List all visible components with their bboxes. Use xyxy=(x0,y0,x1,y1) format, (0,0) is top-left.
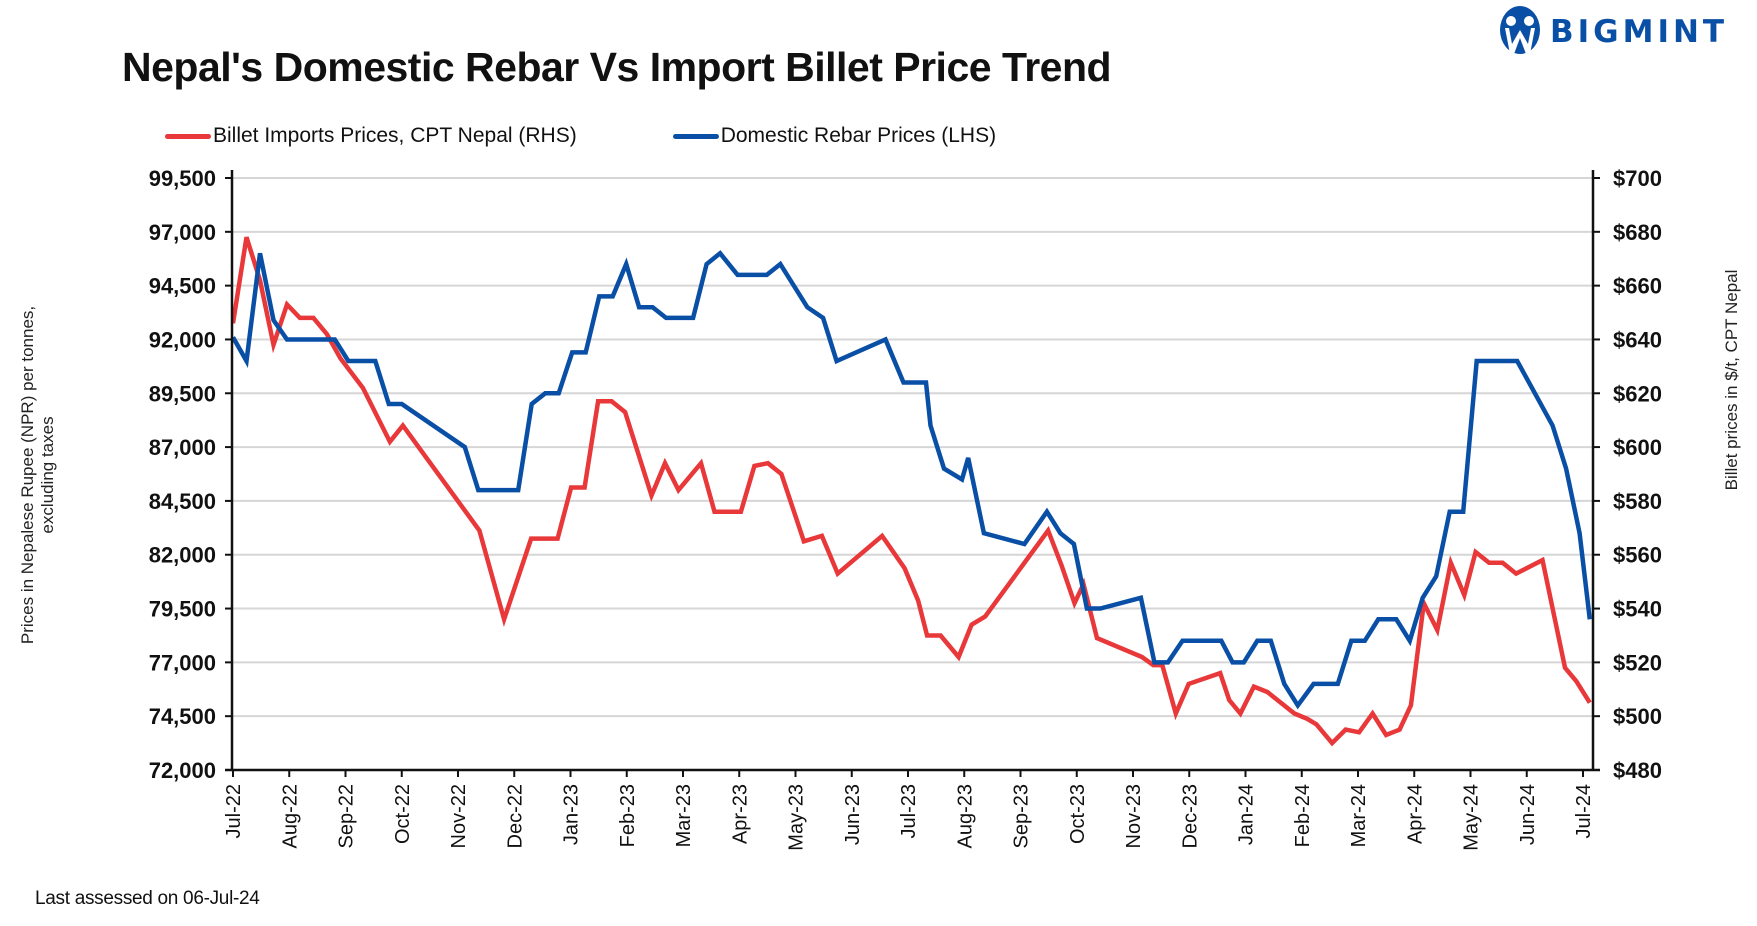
x-tick-label: Aug-23 xyxy=(954,784,976,849)
x-tick-label: Oct-22 xyxy=(392,784,414,844)
y-right-tick-label: $500 xyxy=(1613,704,1662,729)
y-right-tick-label: $680 xyxy=(1613,220,1662,245)
series-lines xyxy=(230,236,1593,747)
x-tick-label: Dec-22 xyxy=(504,784,526,848)
x-tick-label: May-23 xyxy=(786,784,808,851)
y-left-tick-label: 92,000 xyxy=(149,327,216,352)
x-tick-label: Mar-23 xyxy=(673,784,695,847)
y-right-tick-label: $620 xyxy=(1613,381,1662,406)
x-tick-label: May-24 xyxy=(1461,784,1483,851)
x-tick-label: Oct-23 xyxy=(1067,784,1089,844)
series-line-domestic-rebar xyxy=(231,250,1593,710)
gridlines xyxy=(232,177,1593,718)
x-tick-label: Jul-23 xyxy=(898,784,920,838)
bigmint-logo-icon xyxy=(1500,6,1540,54)
y-right-tick-label: $580 xyxy=(1613,489,1662,514)
legend-swatch-billet xyxy=(165,133,211,139)
y-left-tick-label: 97,000 xyxy=(149,220,216,245)
x-tick-label: Aug-22 xyxy=(279,784,301,849)
x-tick-label: Jun-24 xyxy=(1517,784,1539,845)
y-left-tick-label: 72,000 xyxy=(149,758,216,783)
last-assessed-note: Last assessed on 06-Jul-24 xyxy=(35,888,260,909)
x-tick-label: Sep-22 xyxy=(336,784,358,849)
y-left-tick-label: 84,500 xyxy=(149,489,216,514)
y-right-tick-label: $660 xyxy=(1613,274,1662,299)
series-line-billet-imports xyxy=(230,236,1592,747)
x-tick-label: Nov-22 xyxy=(448,784,470,848)
y-left-tick-label: 94,500 xyxy=(149,274,216,299)
x-tick-label: Jun-23 xyxy=(842,784,864,845)
x-tick-label: Jan-24 xyxy=(1236,784,1258,845)
y-left-tick-label: 89,500 xyxy=(149,381,216,406)
y-right-tick-label: $600 xyxy=(1613,435,1662,460)
x-tick-label: Sep-23 xyxy=(1011,784,1033,849)
legend-item-billet[interactable]: Billet Imports Prices, CPT Nepal (RHS) xyxy=(165,124,577,148)
y-right-tick-label: $480 xyxy=(1613,758,1662,783)
x-tick-label: Feb-23 xyxy=(617,784,639,847)
axes xyxy=(225,170,1600,777)
legend-swatch-rebar xyxy=(672,133,719,139)
chart-title: Nepal's Domestic Rebar Vs Import Billet … xyxy=(122,44,1112,90)
legend-label-rebar: Domestic Rebar Prices (LHS) xyxy=(720,124,997,147)
x-tick-label: Jan-23 xyxy=(561,784,583,845)
y-right-tick-label: $540 xyxy=(1613,597,1662,622)
x-tick-label: Apr-24 xyxy=(1404,784,1426,844)
y-right-tick-label: $640 xyxy=(1613,327,1662,352)
y-right-tick-label: $560 xyxy=(1613,543,1662,568)
tick-labels: 72,000 74,500 77,000 79,500 82,000 84,500 87,0… xyxy=(149,166,1662,851)
y-right-tick-label: $520 xyxy=(1613,650,1662,675)
legend-label-billet: Billet Imports Prices, CPT Nepal (RHS) xyxy=(213,124,577,147)
chart-legend: Billet Imports Prices, CPT Nepal (RHS) D… xyxy=(165,124,1092,148)
legend-item-rebar[interactable]: Domestic Rebar Prices (LHS) xyxy=(672,124,997,148)
y-right-tick-label: $700 xyxy=(1613,166,1662,191)
brand-logo: BIGMINT xyxy=(1498,6,1728,58)
x-tick-label: Jul-22 xyxy=(223,784,245,838)
y-left-tick-label: 74,500 xyxy=(149,704,216,729)
brand-name: BIGMINT xyxy=(1550,14,1729,50)
x-tick-label: Nov-23 xyxy=(1123,784,1145,848)
y-left-tick-label: 99,500 xyxy=(149,166,216,191)
y-left-tick-label: 79,500 xyxy=(149,597,216,622)
x-tick-label: Apr-23 xyxy=(729,784,751,844)
y-left-tick-label: 82,000 xyxy=(149,543,216,568)
x-tick-label: Dec-23 xyxy=(1179,784,1201,848)
y-left-tick-label: 87,000 xyxy=(149,435,216,460)
x-tick-label: Jul-24 xyxy=(1573,784,1595,838)
x-tick-label: Feb-24 xyxy=(1292,784,1314,847)
y-left-tick-label: 77,000 xyxy=(149,650,216,675)
x-tick-label: Mar-24 xyxy=(1348,784,1370,847)
